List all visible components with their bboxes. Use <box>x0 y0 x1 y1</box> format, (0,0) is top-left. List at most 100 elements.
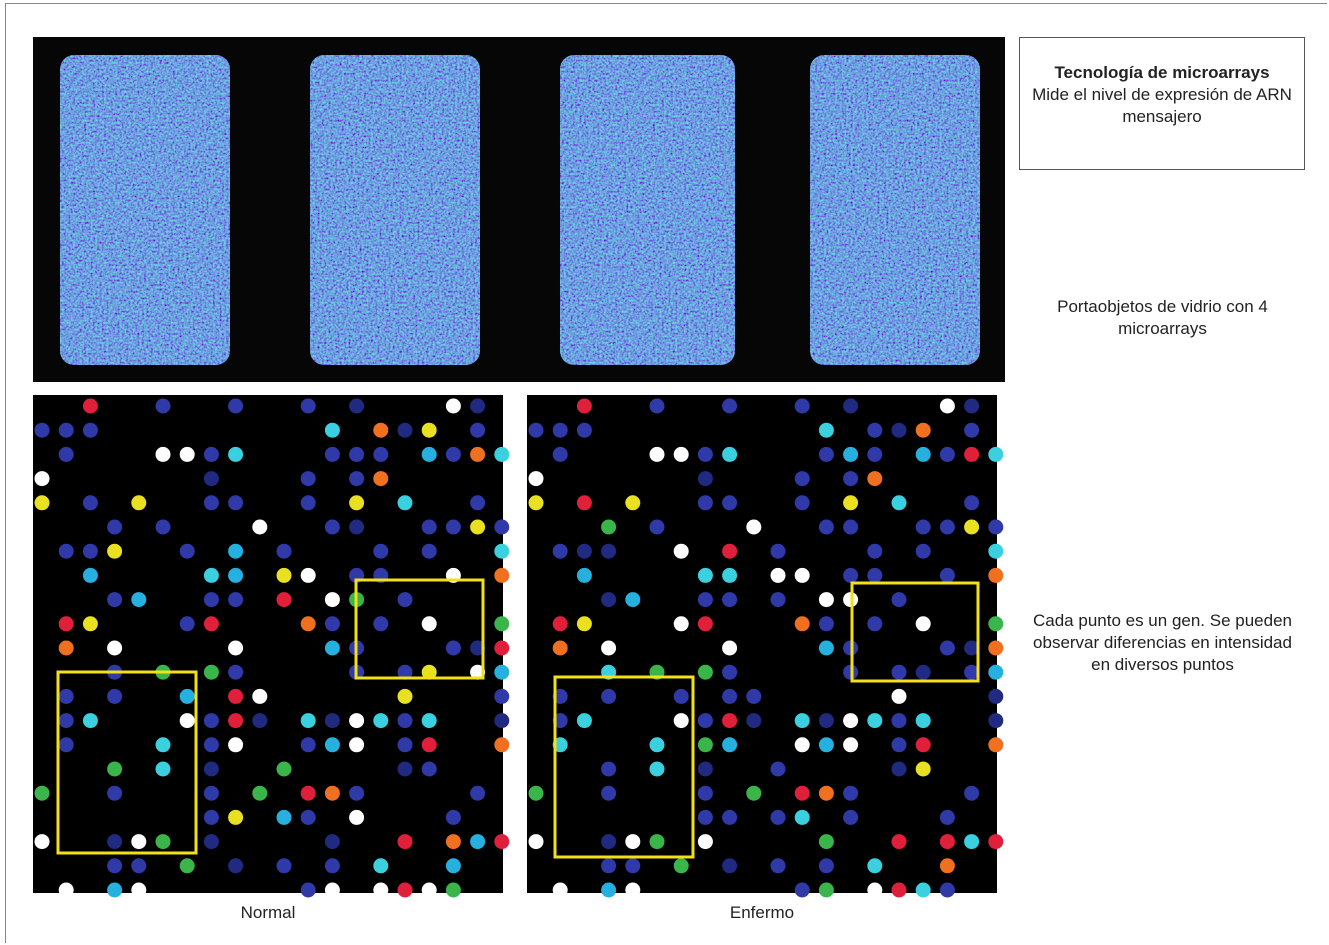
spot <box>988 737 1003 752</box>
spot <box>446 399 461 414</box>
spot <box>35 834 50 849</box>
spot <box>252 786 267 801</box>
spot <box>819 641 834 656</box>
spot <box>349 447 364 462</box>
spot <box>494 737 509 752</box>
spot <box>553 883 568 898</box>
spot <box>422 544 437 559</box>
spot <box>59 689 74 704</box>
spot <box>180 858 195 873</box>
spot <box>650 762 665 777</box>
spot <box>867 447 882 462</box>
spot <box>892 834 907 849</box>
spot <box>553 447 568 462</box>
spot <box>795 810 810 825</box>
spot <box>107 689 122 704</box>
spot <box>843 737 858 752</box>
spot <box>940 883 955 898</box>
spot <box>373 423 388 438</box>
spot <box>107 592 122 607</box>
spot <box>446 641 461 656</box>
spot <box>228 858 243 873</box>
spot <box>698 665 713 680</box>
spot <box>601 520 616 535</box>
spot <box>204 592 219 607</box>
spot <box>156 834 171 849</box>
spot <box>301 786 316 801</box>
spot <box>650 447 665 462</box>
spot <box>916 737 931 752</box>
spot <box>494 834 509 849</box>
spot <box>180 447 195 462</box>
spot <box>577 616 592 631</box>
spot <box>940 568 955 583</box>
spot <box>577 423 592 438</box>
spot <box>204 495 219 510</box>
spot <box>601 689 616 704</box>
spot <box>83 495 98 510</box>
spot <box>601 786 616 801</box>
spot <box>795 399 810 414</box>
spot <box>83 399 98 414</box>
spot <box>35 423 50 438</box>
spot <box>601 592 616 607</box>
spot <box>349 737 364 752</box>
spot <box>916 520 931 535</box>
spot <box>325 520 340 535</box>
spot <box>795 883 810 898</box>
spot <box>446 447 461 462</box>
spot <box>819 883 834 898</box>
spot <box>204 616 219 631</box>
spot <box>843 713 858 728</box>
spot <box>446 520 461 535</box>
spot <box>59 737 74 752</box>
spot <box>843 399 858 414</box>
spot <box>59 713 74 728</box>
spot <box>698 737 713 752</box>
spot <box>964 834 979 849</box>
microarray <box>810 55 980 365</box>
spot <box>325 858 340 873</box>
spot <box>892 423 907 438</box>
spot <box>529 786 544 801</box>
spot <box>494 544 509 559</box>
spot <box>83 423 98 438</box>
spot <box>422 713 437 728</box>
spot <box>349 471 364 486</box>
spot <box>301 495 316 510</box>
spot <box>698 592 713 607</box>
spot <box>843 471 858 486</box>
spot <box>204 810 219 825</box>
spot <box>83 713 98 728</box>
spot <box>722 495 737 510</box>
disease-image <box>527 395 997 893</box>
spot <box>470 423 485 438</box>
spot <box>446 858 461 873</box>
spot <box>156 520 171 535</box>
spot <box>746 713 761 728</box>
microarray <box>310 55 480 365</box>
spot <box>446 834 461 849</box>
spot <box>156 737 171 752</box>
spot <box>698 713 713 728</box>
spot <box>204 568 219 583</box>
spot <box>577 399 592 414</box>
spot <box>795 737 810 752</box>
spot <box>771 568 786 583</box>
spot <box>722 810 737 825</box>
spot <box>577 495 592 510</box>
spot <box>529 834 544 849</box>
spot <box>819 592 834 607</box>
spot <box>940 858 955 873</box>
panel-label: Normal <box>33 903 503 923</box>
spot <box>625 592 640 607</box>
spot <box>83 568 98 583</box>
microarray <box>60 55 230 365</box>
spot <box>325 713 340 728</box>
spot <box>470 786 485 801</box>
spot <box>674 544 689 559</box>
spot <box>180 616 195 631</box>
spot <box>867 713 882 728</box>
spot <box>674 689 689 704</box>
spot <box>577 544 592 559</box>
